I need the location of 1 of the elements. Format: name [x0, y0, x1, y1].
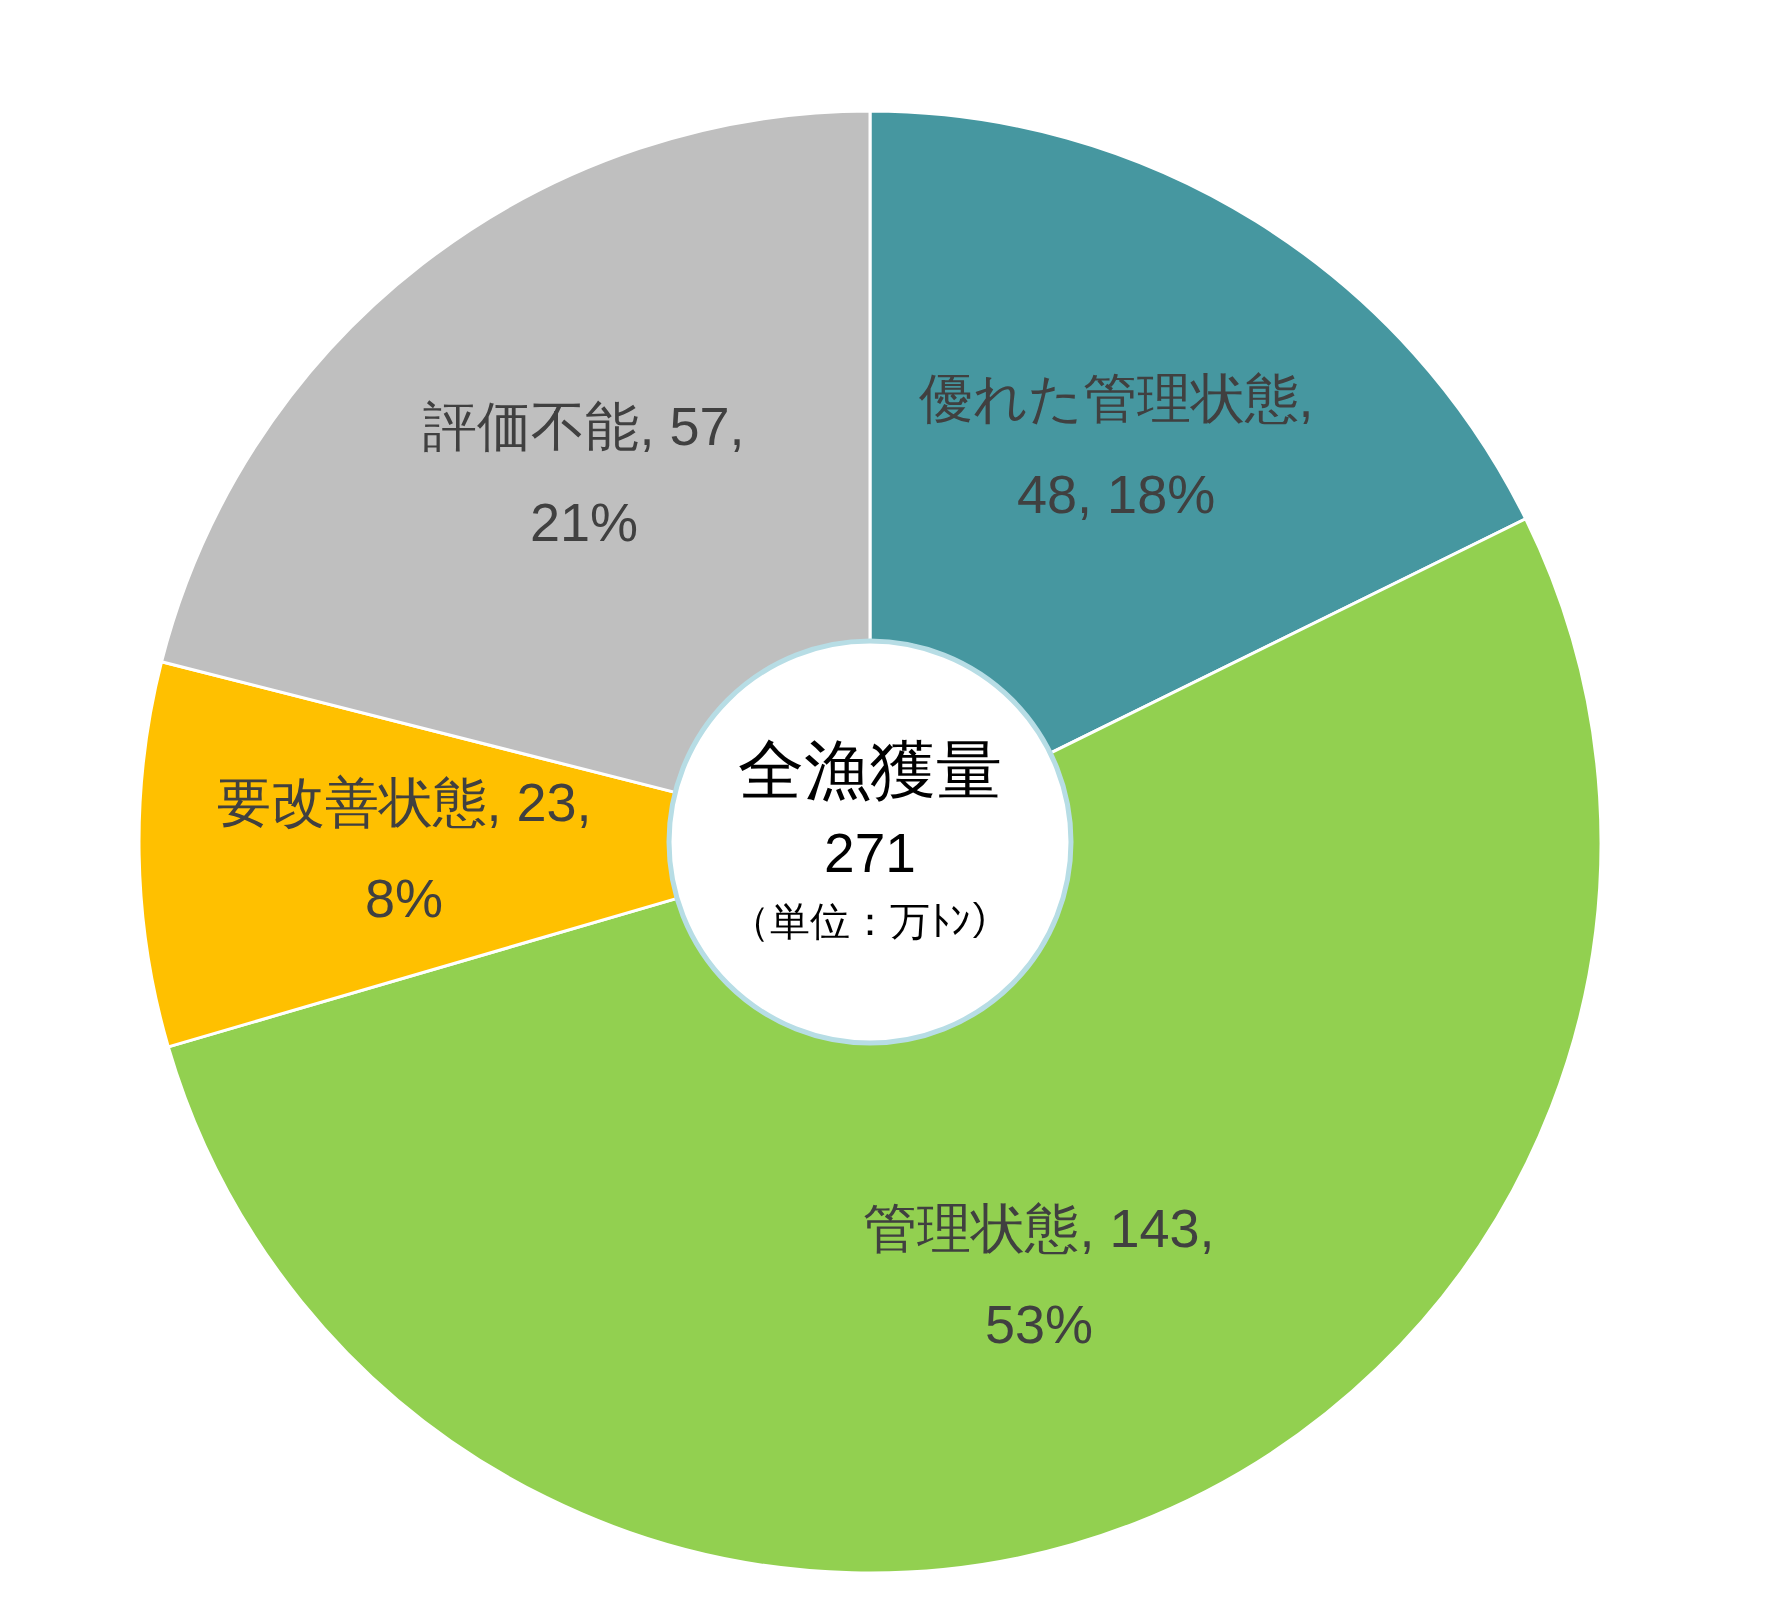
title: 全漁獲量: [738, 733, 1002, 807]
